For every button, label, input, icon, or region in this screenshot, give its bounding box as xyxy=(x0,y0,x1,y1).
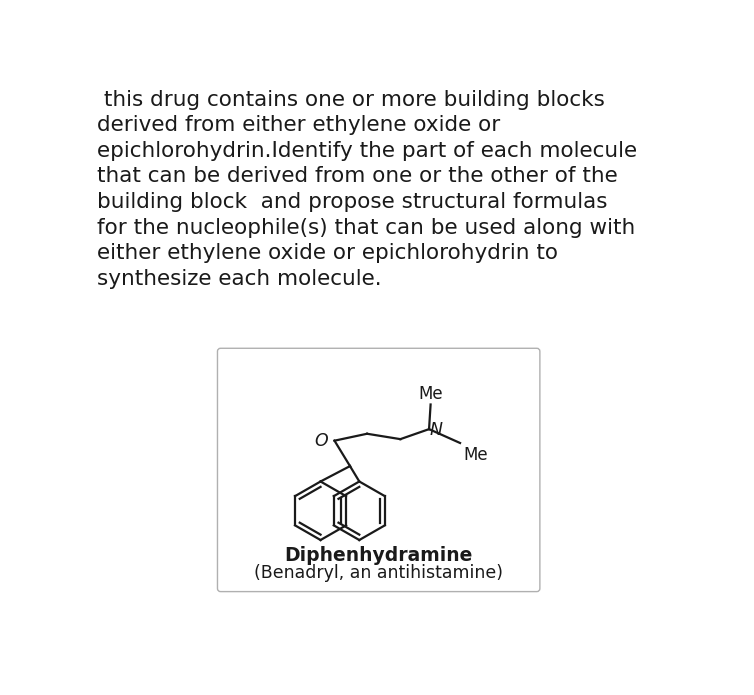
Text: this drug contains one or more building blocks
derived from either ethylene oxid: this drug contains one or more building … xyxy=(97,90,636,288)
Text: Me: Me xyxy=(418,385,443,403)
Text: N: N xyxy=(430,421,443,439)
Text: Me: Me xyxy=(463,446,488,464)
Text: Diphenhydramine: Diphenhydramine xyxy=(284,546,473,565)
Text: (Benadryl, an antihistamine): (Benadryl, an antihistamine) xyxy=(254,564,503,582)
FancyBboxPatch shape xyxy=(217,348,540,591)
Text: O: O xyxy=(314,432,328,450)
